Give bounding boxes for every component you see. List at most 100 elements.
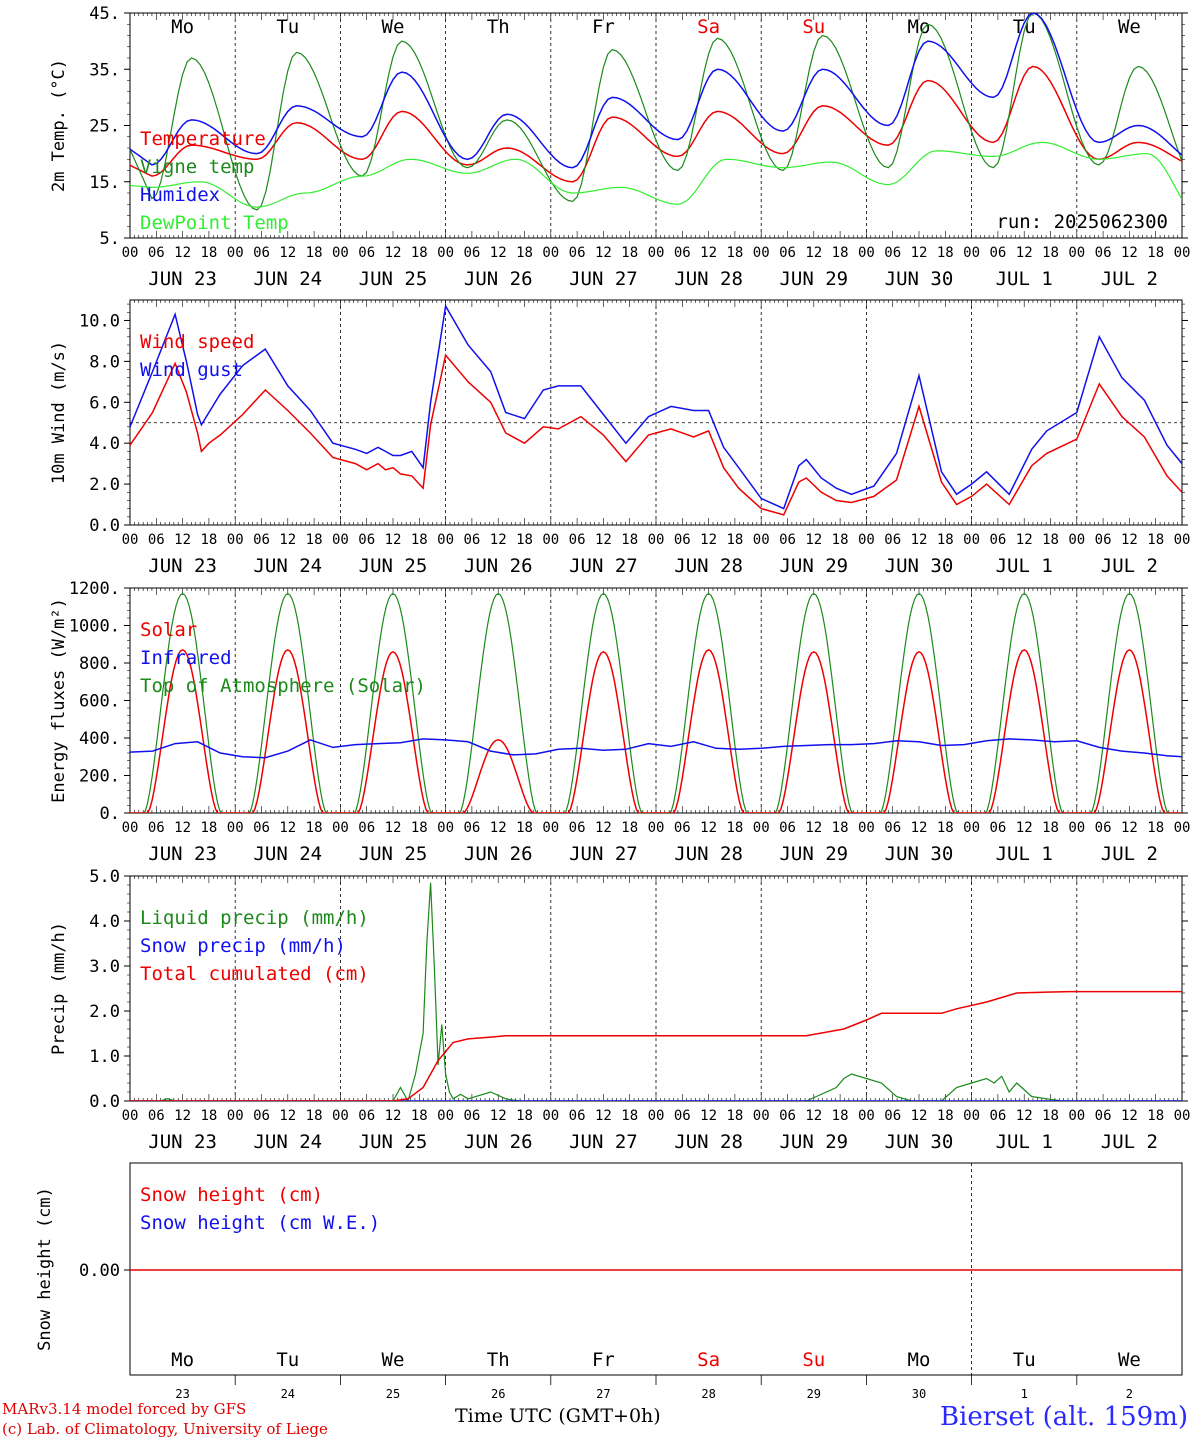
- series-line-total-cumulated-cm-: [130, 990, 1182, 1101]
- hour-label: 06: [779, 820, 796, 836]
- hour-label: 00: [1068, 245, 1085, 261]
- legend-top-of-atmosphere-solar: Top of Atmosphere (Solar): [140, 675, 426, 697]
- hour-label: 12: [595, 532, 612, 548]
- hour-label: 06: [674, 532, 691, 548]
- date-label: JUL 2: [1101, 1131, 1158, 1153]
- hour-label: 12: [1121, 820, 1138, 836]
- day-number: 25: [386, 1387, 400, 1401]
- weekday-label: Mo: [171, 1349, 194, 1371]
- hour-label: 00: [542, 1108, 559, 1124]
- hour-label: 00: [332, 532, 349, 548]
- hour-label: 12: [1121, 532, 1138, 548]
- legend-infrared: Infrared: [140, 647, 232, 669]
- y-tick-label: 0.0: [89, 1092, 120, 1112]
- hour-label: 12: [911, 532, 928, 548]
- day-number: 27: [596, 1387, 610, 1401]
- date-label: JUL 2: [1101, 555, 1158, 577]
- series-line-liquid-precip-mm-h-: [130, 882, 1182, 1101]
- hour-label: 00: [437, 245, 454, 261]
- date-label: JUN 24: [253, 555, 322, 577]
- hour-label: 00: [122, 245, 139, 261]
- y-tick-label: 0.: [100, 804, 120, 824]
- hour-label: 06: [253, 245, 270, 261]
- day-number: 26: [491, 1387, 505, 1401]
- hour-label: 18: [200, 820, 217, 836]
- date-label: JUN 30: [885, 555, 954, 577]
- hour-label: 06: [148, 1108, 165, 1124]
- hour-label: 12: [805, 245, 822, 261]
- day-number: 28: [701, 1387, 715, 1401]
- hour-label: 12: [595, 820, 612, 836]
- hour-label: 06: [358, 820, 375, 836]
- hour-label: 18: [306, 820, 323, 836]
- hour-label: 00: [963, 532, 980, 548]
- date-label: JUN 23: [148, 1131, 217, 1153]
- day-number: 24: [281, 1387, 295, 1401]
- y-tick-label: 2.0: [89, 1002, 120, 1022]
- y-tick-label: 10.0: [79, 311, 120, 331]
- hour-label: 00: [753, 1108, 770, 1124]
- hour-label: 18: [937, 532, 954, 548]
- day-number: 23: [175, 1387, 189, 1401]
- hour-label: 12: [174, 820, 191, 836]
- hour-label: 12: [700, 245, 717, 261]
- series-line-dewpoint-temp: [130, 141, 1182, 208]
- hour-label: 06: [884, 532, 901, 548]
- y-axis-label: Snow height (cm): [35, 1187, 55, 1351]
- hour-label: 00: [437, 1108, 454, 1124]
- hour-label: 18: [621, 820, 638, 836]
- hour-label: 00: [648, 532, 665, 548]
- hour-label: 18: [200, 1108, 217, 1124]
- hour-label: 00: [122, 1108, 139, 1124]
- legend-humidex: Humidex: [140, 184, 220, 206]
- date-label: JUN 29: [779, 555, 848, 577]
- hour-label: 06: [989, 245, 1006, 261]
- hour-label: 06: [1095, 1108, 1112, 1124]
- hour-label: 12: [911, 245, 928, 261]
- day-number: 1: [1021, 1387, 1028, 1401]
- hour-label: 18: [411, 245, 428, 261]
- legend-solar: Solar: [140, 619, 197, 641]
- hour-label: 18: [832, 1108, 849, 1124]
- hour-label: 18: [516, 532, 533, 548]
- hour-label: 12: [700, 1108, 717, 1124]
- hour-label: 00: [332, 245, 349, 261]
- hour-label: 00: [858, 1108, 875, 1124]
- hour-label: 12: [595, 245, 612, 261]
- hour-label: 06: [463, 532, 480, 548]
- hour-label: 06: [569, 820, 586, 836]
- y-tick-label: 1.0: [89, 1047, 120, 1067]
- date-label: JUN 23: [148, 268, 217, 290]
- hour-label: 18: [411, 532, 428, 548]
- hour-label: 18: [726, 820, 743, 836]
- hour-label: 12: [1016, 1108, 1033, 1124]
- hour-label: 18: [1042, 245, 1059, 261]
- weekday-label: Th: [487, 16, 510, 38]
- y-tick-label: 0.0: [89, 516, 120, 536]
- hour-label: 00: [858, 532, 875, 548]
- date-label: JUN 25: [359, 843, 428, 865]
- date-label: JUN 27: [569, 843, 638, 865]
- y-tick-label: 8.0: [89, 352, 120, 372]
- hour-label: 00: [332, 820, 349, 836]
- date-label: JUN 26: [464, 843, 533, 865]
- hour-label: 12: [279, 532, 296, 548]
- date-label: JUN 24: [253, 268, 322, 290]
- y-axis-label: 10m Wind (m/s): [49, 341, 69, 484]
- hour-label: 06: [779, 532, 796, 548]
- hour-label: 06: [989, 532, 1006, 548]
- weekday-label: We: [382, 16, 405, 38]
- hour-label: 18: [1042, 532, 1059, 548]
- hour-label: 00: [858, 820, 875, 836]
- date-label: JUN 26: [464, 555, 533, 577]
- hour-label: 12: [700, 820, 717, 836]
- day-number: 29: [807, 1387, 821, 1401]
- y-tick-label: 4.0: [89, 434, 120, 454]
- hour-label: 12: [385, 1108, 402, 1124]
- hour-label: 18: [516, 1108, 533, 1124]
- weekday-label: Tu: [276, 16, 299, 38]
- hour-label: 18: [832, 820, 849, 836]
- run-label: run: 2025062300: [996, 211, 1168, 233]
- hour-label: 12: [385, 820, 402, 836]
- hour-label: 00: [858, 245, 875, 261]
